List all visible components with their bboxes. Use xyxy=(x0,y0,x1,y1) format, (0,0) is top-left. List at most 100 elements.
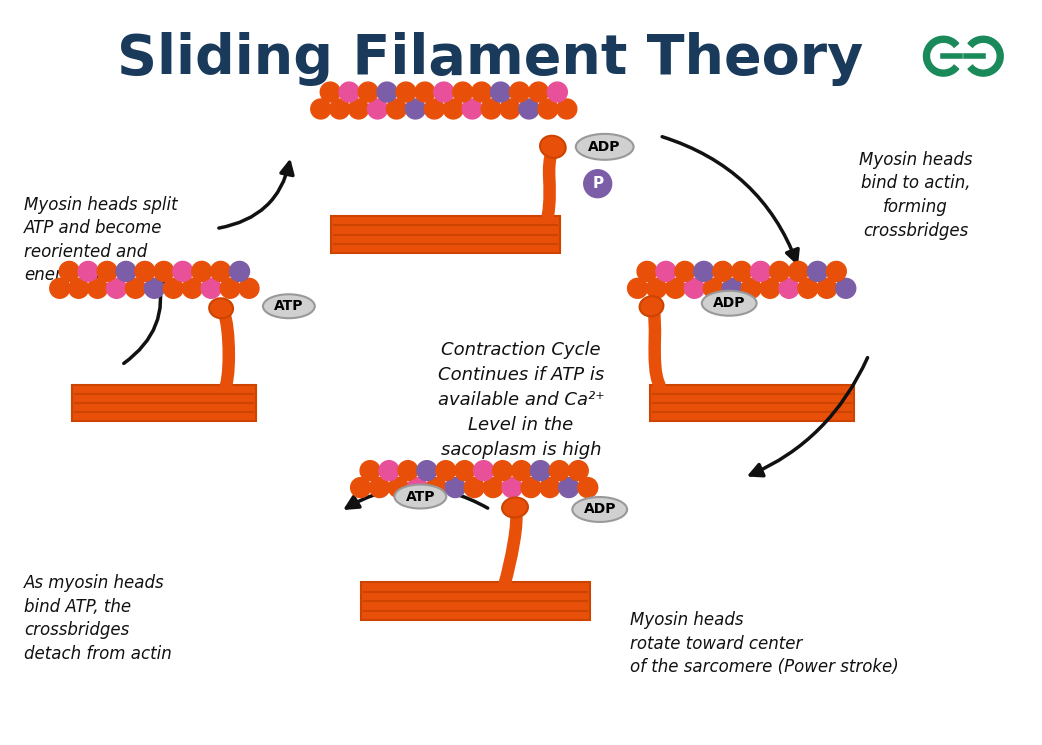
Circle shape xyxy=(646,279,667,298)
Circle shape xyxy=(116,261,135,282)
Circle shape xyxy=(817,279,837,298)
Circle shape xyxy=(491,82,511,102)
Circle shape xyxy=(685,279,704,298)
Circle shape xyxy=(145,279,165,298)
Ellipse shape xyxy=(572,497,627,522)
Bar xyxy=(649,385,853,421)
Circle shape xyxy=(556,99,577,119)
Circle shape xyxy=(472,82,492,102)
Bar xyxy=(361,582,590,620)
Text: ADP: ADP xyxy=(713,297,745,310)
Circle shape xyxy=(387,99,406,119)
Circle shape xyxy=(656,261,676,282)
Text: ADP: ADP xyxy=(589,140,621,154)
Circle shape xyxy=(547,82,567,102)
Circle shape xyxy=(549,460,569,481)
Circle shape xyxy=(502,478,522,498)
Circle shape xyxy=(125,279,146,298)
Circle shape xyxy=(377,82,397,102)
Circle shape xyxy=(789,261,809,282)
Circle shape xyxy=(407,478,427,498)
Text: As myosin heads
bind ATP, the
crossbridges
detach from actin: As myosin heads bind ATP, the crossbridg… xyxy=(24,574,172,663)
Circle shape xyxy=(584,170,612,197)
Text: Contraction Cycle
Continues if ATP is
available and Ca²⁺
Level in the
sacoplasm : Contraction Cycle Continues if ATP is av… xyxy=(438,341,604,459)
Circle shape xyxy=(666,279,686,298)
Circle shape xyxy=(453,82,473,102)
Circle shape xyxy=(500,99,520,119)
Circle shape xyxy=(229,261,249,282)
Circle shape xyxy=(779,279,799,298)
Text: ATP: ATP xyxy=(274,299,303,313)
Wedge shape xyxy=(923,37,959,76)
Bar xyxy=(72,385,256,421)
Circle shape xyxy=(59,261,79,282)
Circle shape xyxy=(370,478,390,498)
Circle shape xyxy=(694,261,714,282)
Circle shape xyxy=(135,261,155,282)
Text: Myosin heads
bind to actin,
forming
crossbridges: Myosin heads bind to actin, forming cros… xyxy=(859,150,972,240)
Circle shape xyxy=(568,460,589,481)
Ellipse shape xyxy=(702,291,756,316)
Ellipse shape xyxy=(395,484,446,509)
Circle shape xyxy=(836,279,855,298)
Text: Myosin heads
rotate toward center
of the sarcomere (Power stroke): Myosin heads rotate toward center of the… xyxy=(629,611,898,676)
Circle shape xyxy=(512,460,531,481)
Circle shape xyxy=(379,460,399,481)
Circle shape xyxy=(798,279,818,298)
Circle shape xyxy=(474,460,494,481)
Circle shape xyxy=(528,82,548,102)
Circle shape xyxy=(106,279,126,298)
Circle shape xyxy=(433,82,453,102)
Circle shape xyxy=(396,82,416,102)
Circle shape xyxy=(154,261,174,282)
Circle shape xyxy=(465,478,485,498)
Circle shape xyxy=(97,261,117,282)
Circle shape xyxy=(358,82,378,102)
Circle shape xyxy=(530,460,550,481)
Circle shape xyxy=(405,99,425,119)
Circle shape xyxy=(50,279,70,298)
Circle shape xyxy=(445,478,465,498)
Text: Sliding Filament Theory: Sliding Filament Theory xyxy=(117,32,863,86)
Circle shape xyxy=(713,261,733,282)
Circle shape xyxy=(463,99,482,119)
Circle shape xyxy=(481,99,501,119)
Circle shape xyxy=(493,460,513,481)
Circle shape xyxy=(627,279,647,298)
Circle shape xyxy=(398,460,418,481)
Circle shape xyxy=(741,279,761,298)
Circle shape xyxy=(770,261,790,282)
Circle shape xyxy=(521,478,541,498)
Circle shape xyxy=(559,478,578,498)
Circle shape xyxy=(78,261,98,282)
Circle shape xyxy=(182,279,202,298)
Circle shape xyxy=(722,279,742,298)
Circle shape xyxy=(577,478,598,498)
Circle shape xyxy=(210,261,230,282)
Circle shape xyxy=(415,82,435,102)
Circle shape xyxy=(340,82,359,102)
Circle shape xyxy=(538,99,557,119)
Circle shape xyxy=(760,279,780,298)
Ellipse shape xyxy=(540,136,566,158)
Circle shape xyxy=(703,279,723,298)
Circle shape xyxy=(389,478,408,498)
Ellipse shape xyxy=(502,498,528,518)
Circle shape xyxy=(731,261,751,282)
Wedge shape xyxy=(968,37,1003,76)
Circle shape xyxy=(750,261,771,282)
Circle shape xyxy=(510,82,529,102)
Circle shape xyxy=(808,261,827,282)
Circle shape xyxy=(454,460,475,481)
Circle shape xyxy=(424,99,444,119)
Ellipse shape xyxy=(576,134,634,159)
Text: ATP: ATP xyxy=(405,489,436,504)
Ellipse shape xyxy=(263,294,315,318)
Circle shape xyxy=(69,279,89,298)
Circle shape xyxy=(351,478,371,498)
Text: Myosin heads split
ATP and become
reoriented and
energised: Myosin heads split ATP and become reorie… xyxy=(24,196,177,285)
Bar xyxy=(330,215,560,253)
Circle shape xyxy=(220,279,240,298)
Circle shape xyxy=(519,99,539,119)
Circle shape xyxy=(426,478,446,498)
